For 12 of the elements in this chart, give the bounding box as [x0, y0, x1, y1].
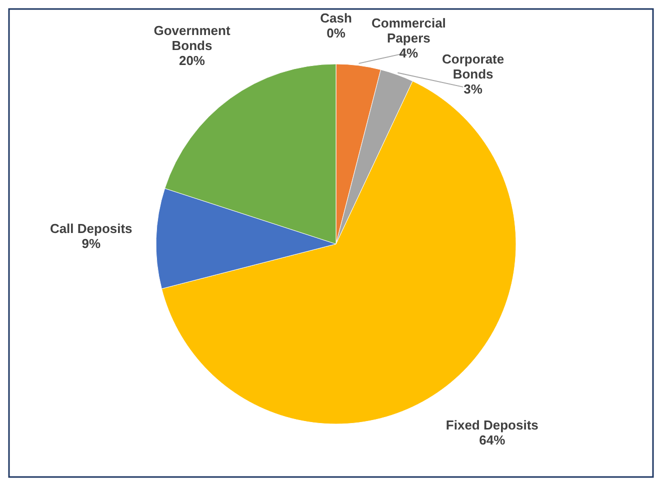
- slice-label: Government Bonds: [154, 22, 231, 53]
- data-label: 9%: [82, 236, 101, 251]
- data-label: 64%: [479, 432, 506, 448]
- data-label: 20%: [178, 52, 206, 68]
- data-label: 4%: [399, 45, 419, 60]
- data-label: 3%: [464, 81, 483, 96]
- category-label: Cash: [320, 10, 352, 26]
- slice-label: Call Deposits: [50, 220, 132, 236]
- slice-label: Commercial Papers: [371, 15, 446, 46]
- slice-label: Corporate Bonds: [442, 51, 504, 82]
- text: 0%: [326, 26, 346, 40]
- slice-label: Fixed Deposits: [446, 417, 538, 432]
